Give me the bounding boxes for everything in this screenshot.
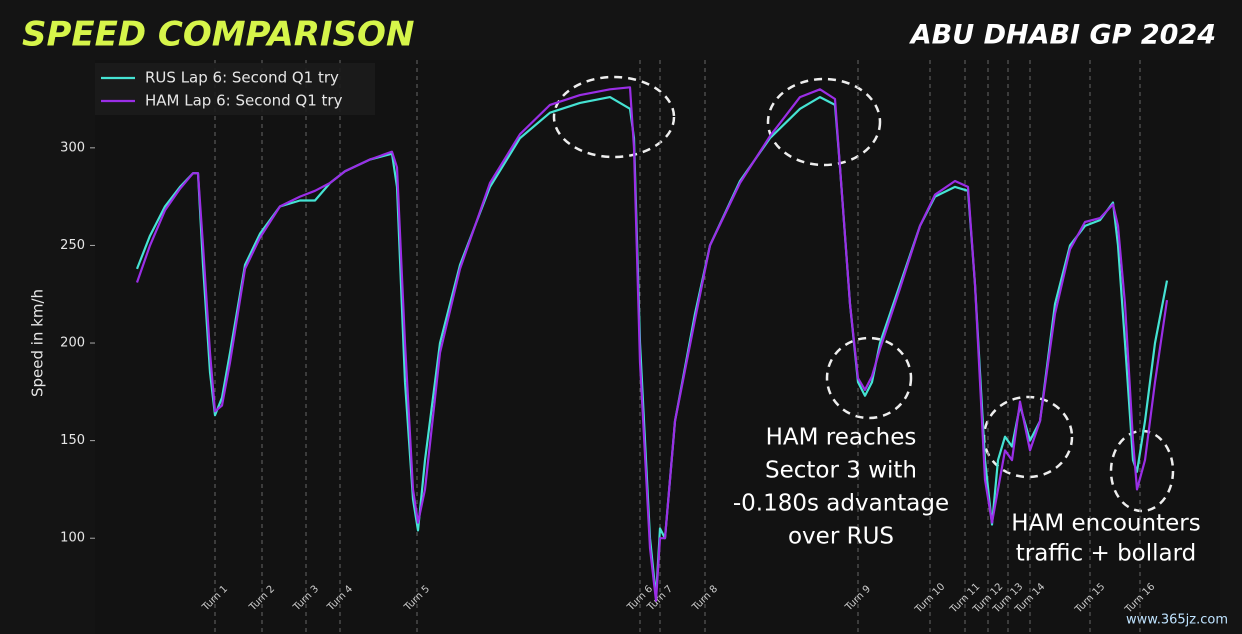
y-tick-label: 100 (60, 531, 85, 546)
annotation: -0.180s advantage (733, 491, 949, 517)
y-tick-label: 150 (60, 433, 85, 448)
watermark: www.365jz.com (1126, 613, 1228, 628)
annotation: HAM reaches (766, 425, 917, 451)
legend-label: HAM Lap 6: Second Q1 try (145, 92, 343, 110)
plot-area (95, 60, 1220, 634)
annotation: Sector 3 with (765, 458, 917, 484)
event: ABU DHABI GP 2024 (909, 20, 1216, 51)
y-tick-label: 200 (60, 336, 85, 351)
annotation: HAM encounters (1011, 511, 1200, 537)
y-tick-label: 250 (60, 238, 85, 253)
legend-box (95, 63, 375, 115)
annotation: over RUS (788, 524, 894, 550)
legend-label: RUS Lap 6: Second Q1 try (145, 69, 339, 87)
annotation: traffic + bollard (1016, 541, 1197, 567)
title: SPEED COMPARISON (22, 15, 414, 55)
speed-line (135, 86, 1169, 602)
y-axis-label: Speed in km/h (29, 289, 47, 397)
y-tick-label: 300 (60, 140, 85, 155)
